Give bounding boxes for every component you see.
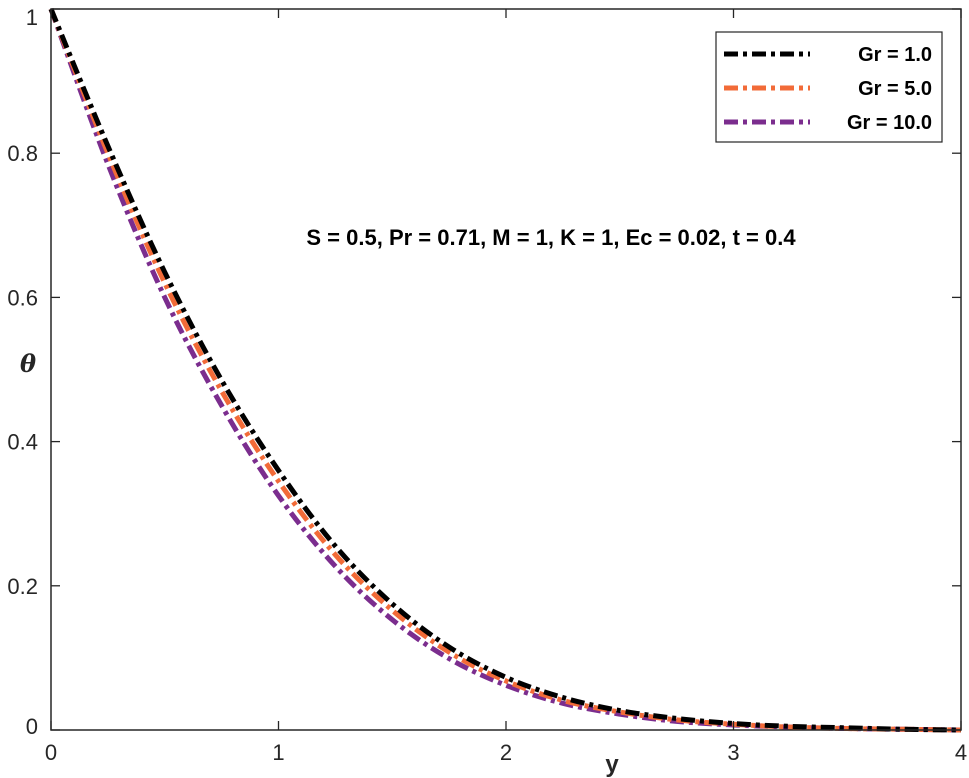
- y-tick-label: 0.6: [7, 285, 38, 310]
- x-axis-label: y: [605, 751, 619, 778]
- x-tick-label: 0: [45, 740, 57, 765]
- x-tick-label: 2: [500, 740, 512, 765]
- legend-label: Gr = 5.0: [858, 78, 932, 100]
- legend-label: Gr = 1.0: [858, 44, 932, 66]
- y-tick-label: 1: [26, 5, 38, 30]
- series-layer: [48, 8, 962, 733]
- y-tick-label: 0: [26, 714, 38, 739]
- y-axis-label: θ: [20, 349, 36, 378]
- series-line-2: [48, 8, 962, 733]
- y-tick-label: 0.2: [7, 574, 38, 599]
- x-tick-label: 1: [272, 740, 284, 765]
- legend-label: Gr = 10.0: [847, 112, 932, 134]
- x-tick-label: 3: [727, 740, 739, 765]
- legend: Gr = 1.0 Gr = 5.0 Gr = 10.0: [715, 31, 943, 143]
- legend-entries: Gr = 1.0 Gr = 5.0 Gr = 10.0: [724, 44, 932, 134]
- y-tick-label: 0.8: [7, 141, 38, 166]
- ticks-layer: 0 1 2 3 4 0 0.2 0.4 0.6 0.8 1: [7, 5, 967, 765]
- series-line-1: [48, 8, 962, 733]
- parameter-annotation: S = 0.5, Pr = 0.71, M = 1, K = 1, Ec = 0…: [306, 225, 796, 250]
- x-tick-label: 4: [955, 740, 967, 765]
- y-tick-label: 0.4: [7, 430, 38, 455]
